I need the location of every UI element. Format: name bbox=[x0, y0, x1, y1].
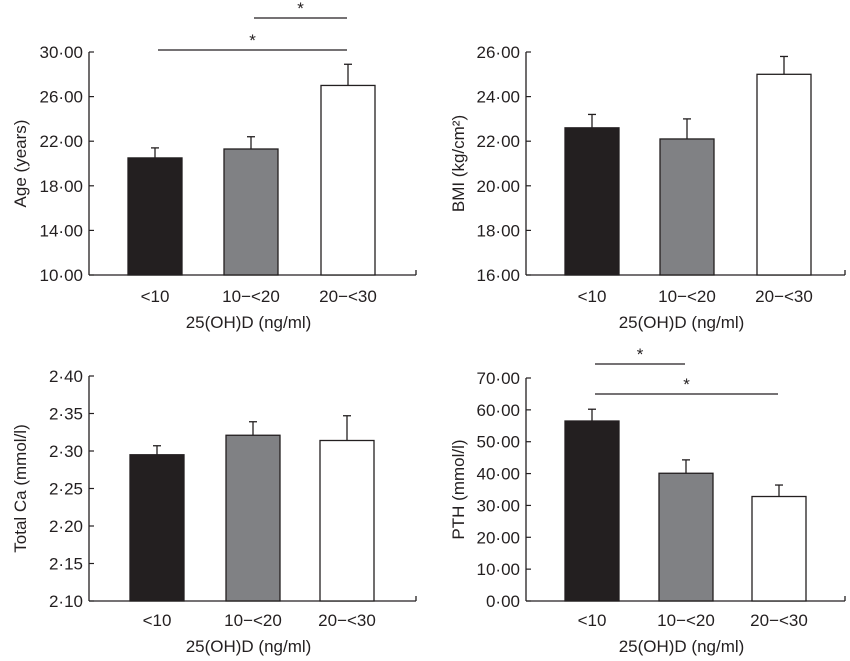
x-tick-label: <10 bbox=[578, 611, 607, 630]
bar bbox=[223, 148, 279, 276]
x-tick-label: <10 bbox=[578, 287, 607, 306]
y-tick-label: 2·35 bbox=[49, 405, 83, 424]
y-axis-label: PTH (mmol/l) bbox=[449, 439, 468, 539]
y-tick-label: 2·20 bbox=[49, 517, 83, 536]
y-tick-label: 10·00 bbox=[477, 560, 520, 579]
y-tick-label: 2·10 bbox=[49, 592, 83, 611]
chart-panel-3: 2·10 2·15 2·20 2·25 2·30 2·35 2·40 Total Ca (mm… bbox=[11, 367, 417, 656]
y-axis-label: Age (years) bbox=[11, 120, 30, 208]
bar bbox=[225, 434, 281, 602]
y-tick-label: 10·00 bbox=[40, 266, 83, 285]
chart-panel-2: 16·00 18·00 20·00 22·00 24·00 26·00 BMI (kg/cm… bbox=[449, 43, 846, 332]
bar bbox=[751, 495, 807, 602]
y-tick-label: 18·00 bbox=[40, 177, 83, 196]
x-tick-label: 20−<30 bbox=[319, 287, 377, 306]
bar bbox=[658, 472, 714, 602]
bar bbox=[319, 439, 375, 602]
y-tick-label: 40·00 bbox=[477, 465, 520, 484]
y-tick-label: 20·00 bbox=[477, 528, 520, 547]
y-tick-label: 2·15 bbox=[49, 555, 83, 574]
y-tick-label: 26·00 bbox=[477, 43, 520, 62]
x-tick-label: 20−<30 bbox=[318, 611, 376, 630]
y-tick-label: 22·00 bbox=[477, 132, 520, 151]
x-tick-label: 10−<20 bbox=[224, 611, 282, 630]
x-tick-label: 10−<20 bbox=[658, 287, 716, 306]
bar bbox=[659, 138, 715, 276]
y-tick-label: 16·00 bbox=[477, 266, 520, 285]
x-tick-label: 10−<20 bbox=[657, 611, 715, 630]
significance-star: * bbox=[683, 375, 690, 394]
significance-star: * bbox=[297, 0, 304, 18]
chart-panel-1: 10·00 14·00 18·00 22·00 26·00 30·00 Age (years… bbox=[11, 0, 417, 332]
significance-star: * bbox=[249, 31, 256, 50]
y-tick-label: 2·30 bbox=[49, 442, 83, 461]
y-axis-label: BMI (kg/cm²) bbox=[449, 115, 468, 212]
bar bbox=[564, 420, 620, 602]
significance-star: * bbox=[637, 345, 644, 364]
chart-panel-4: 0·00 10·00 20·00 30·00 40·00 50·00 60·00 70·00 P… bbox=[449, 345, 846, 656]
y-tick-label: 14·00 bbox=[40, 221, 83, 240]
x-axis-label: 25(OH)D (ng/ml) bbox=[619, 313, 745, 332]
bar bbox=[129, 454, 185, 602]
y-tick-label: 50·00 bbox=[477, 433, 520, 452]
y-tick-label: 18·00 bbox=[477, 221, 520, 240]
y-tick-label: 30·00 bbox=[40, 43, 83, 62]
y-tick-label: 0·00 bbox=[486, 592, 520, 611]
y-tick-label: 60·00 bbox=[477, 401, 520, 420]
y-tick-label: 30·00 bbox=[477, 496, 520, 515]
x-axis-label: 25(OH)D (ng/ml) bbox=[186, 637, 312, 656]
bar bbox=[320, 84, 376, 276]
x-tick-label: 20−<30 bbox=[755, 287, 813, 306]
y-tick-label: 70·00 bbox=[477, 369, 520, 388]
y-tick-label: 26·00 bbox=[40, 88, 83, 107]
y-axis-label: Total Ca (mmol/l) bbox=[11, 424, 30, 552]
x-tick-label: 10−<20 bbox=[222, 287, 280, 306]
x-tick-label: 20−<30 bbox=[750, 611, 808, 630]
x-tick-label: <10 bbox=[143, 611, 172, 630]
bar bbox=[127, 157, 183, 276]
bar bbox=[756, 73, 812, 276]
bar bbox=[564, 127, 620, 276]
y-tick-label: 20·00 bbox=[477, 177, 520, 196]
y-tick-label: 2·40 bbox=[49, 367, 83, 386]
y-tick-label: 24·00 bbox=[477, 88, 520, 107]
y-tick-label: 22·00 bbox=[40, 132, 83, 151]
x-tick-label: <10 bbox=[141, 287, 170, 306]
x-axis-label: 25(OH)D (ng/ml) bbox=[619, 637, 745, 656]
y-tick-label: 2·25 bbox=[49, 480, 83, 499]
x-axis-label: 25(OH)D (ng/ml) bbox=[186, 313, 312, 332]
